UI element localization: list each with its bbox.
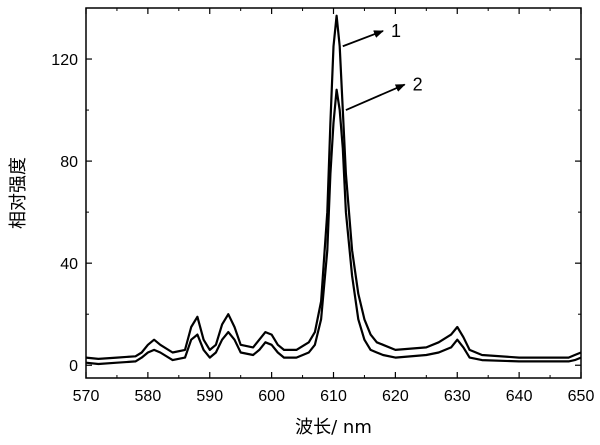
y-tick-label: 40	[60, 256, 78, 273]
x-tick-label: 600	[258, 388, 285, 405]
y-tick-label: 0	[69, 358, 78, 375]
series-line-2	[85, 88, 582, 366]
y-tick-label: 120	[51, 52, 78, 69]
x-tick-label: 620	[382, 388, 409, 405]
annotation-arrow	[342, 30, 384, 48]
x-tick-label: 590	[196, 388, 223, 405]
series-label: 2	[413, 75, 423, 95]
x-tick-label: 630	[444, 388, 471, 405]
series-label: 1	[391, 21, 401, 41]
series-line-1	[85, 14, 582, 360]
x-tick-label: 650	[568, 388, 595, 405]
x-tick-label: 610	[320, 388, 347, 405]
x-tick-label: 640	[506, 388, 533, 405]
y-axis-title: 相对强度	[8, 157, 29, 229]
x-tick-label: 570	[73, 388, 100, 405]
x-axis-title: 波长/ nm	[295, 417, 372, 438]
annotation-arrow	[345, 83, 406, 111]
x-tick-label: 580	[135, 388, 162, 405]
y-tick-label: 80	[60, 154, 78, 171]
